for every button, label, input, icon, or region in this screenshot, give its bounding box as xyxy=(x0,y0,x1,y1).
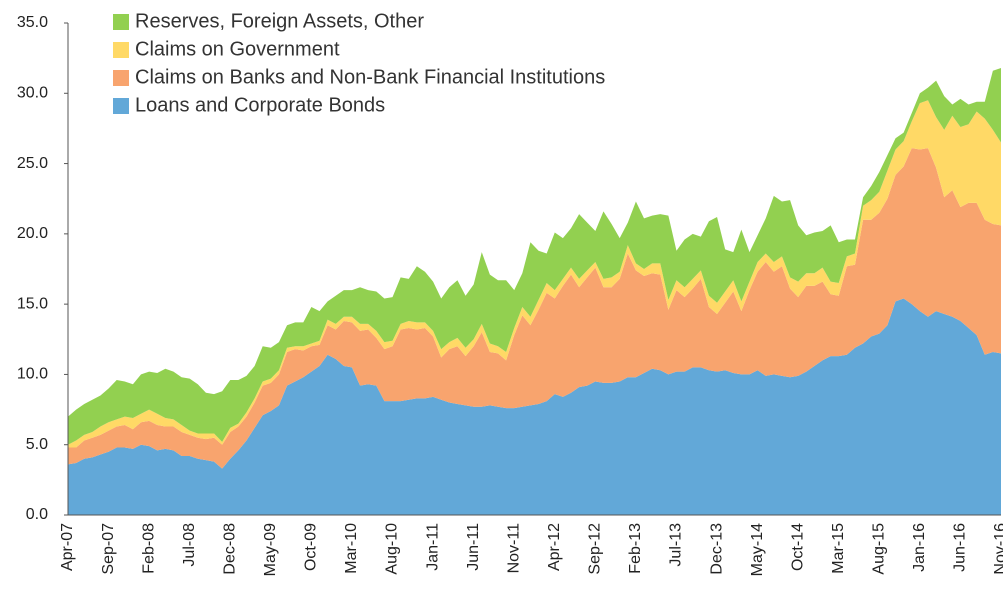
x-tick-label: Dec-13 xyxy=(708,523,725,575)
legend-swatch xyxy=(113,70,129,86)
legend-swatch xyxy=(113,14,129,30)
legend-swatch xyxy=(113,42,129,58)
x-tick-label: Jun-16 xyxy=(952,523,969,572)
x-tick-label: Sep-07 xyxy=(100,523,117,575)
x-tick-label: Oct-14 xyxy=(789,523,806,571)
x-tick-label: May-14 xyxy=(749,523,766,576)
x-tick-label: Oct-09 xyxy=(303,523,320,571)
x-tick-label: Jun-11 xyxy=(465,523,482,571)
x-tick-label: Feb-08 xyxy=(140,523,157,574)
x-tick-label: Jul-13 xyxy=(668,523,685,567)
x-tick-label: Nov-11 xyxy=(505,523,522,573)
x-tick-label: Feb-13 xyxy=(627,523,644,574)
y-tick-label: 0.0 xyxy=(26,506,48,523)
area xyxy=(68,148,1001,469)
x-tick-label: Jan-11 xyxy=(424,523,441,571)
area xyxy=(68,100,1001,448)
x-tick-label: May-09 xyxy=(262,523,279,576)
y-tick-label: 15.0 xyxy=(17,295,48,312)
area xyxy=(68,298,1001,515)
area xyxy=(68,67,1001,445)
legend-label: Claims on Banks and Non-Bank Financial I… xyxy=(135,66,605,88)
x-tick-label: Aug-10 xyxy=(384,523,401,575)
legend-label: Loans and Corporate Bonds xyxy=(135,94,385,116)
legend-swatch xyxy=(113,98,129,114)
x-tick-label: Mar-15 xyxy=(830,523,847,574)
x-tick-label: Apr-12 xyxy=(546,523,563,571)
x-tick-label: Sep-12 xyxy=(587,523,604,575)
y-tick-label: 5.0 xyxy=(26,436,48,453)
y-tick-label: 10.0 xyxy=(17,366,48,383)
y-tick-label: 35.0 xyxy=(17,14,48,31)
y-tick-label: 30.0 xyxy=(17,85,48,102)
x-tick-label: Dec-08 xyxy=(221,523,238,575)
x-tick-label: Jul-08 xyxy=(181,523,198,567)
x-tick-label: Jan-16 xyxy=(911,523,928,572)
x-tick-label: Aug-15 xyxy=(871,523,888,575)
x-tick-label: Nov-16 xyxy=(992,523,1003,575)
y-tick-label: 20.0 xyxy=(17,225,48,242)
x-tick-label: Apr-07 xyxy=(59,523,76,571)
y-tick-label: 25.0 xyxy=(17,155,48,172)
x-tick-label: Mar-10 xyxy=(343,523,360,574)
legend-label: Claims on Government xyxy=(135,38,340,60)
legend-label: Reserves, Foreign Assets, Other xyxy=(135,10,424,32)
